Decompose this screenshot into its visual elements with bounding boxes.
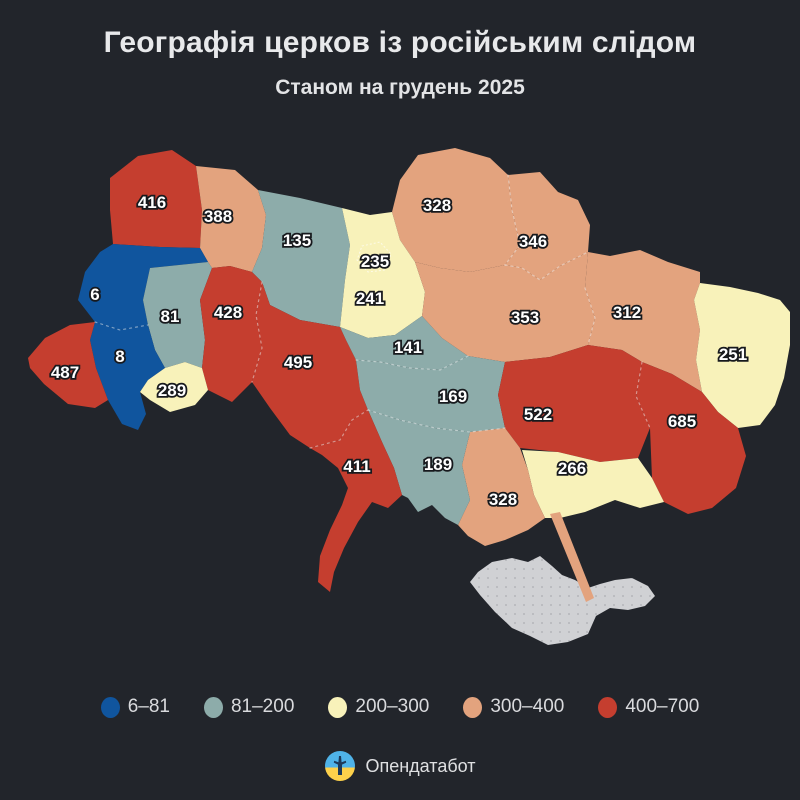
region-value-kyiv-city: 235: [361, 252, 389, 271]
region-value-zakarpattia: 487: [51, 363, 79, 382]
oblast-dashed-border: [251, 281, 263, 383]
region-value-kirovohrad: 169: [439, 387, 467, 406]
region-value-chernihiv: 328: [423, 196, 451, 215]
region-rivne: [196, 166, 266, 272]
legend-label: 300–400: [490, 696, 565, 717]
region-cherkasy: [340, 316, 468, 370]
region-value-donetsk: 685: [668, 412, 696, 431]
legend-label: 200–300: [355, 696, 430, 717]
legend-dot-icon: [328, 696, 348, 718]
region-chernivtsi: [140, 362, 208, 412]
region-value-luhansk: 251: [719, 345, 747, 364]
region-value-zhytomyr: 135: [283, 231, 311, 250]
legend-item-300–400: 300–400: [463, 696, 564, 718]
region-zhytomyr: [252, 190, 350, 327]
region-donetsk: [636, 362, 746, 514]
region-kyiv-oblast: [340, 208, 425, 338]
region-value-vinnytsia: 495: [284, 353, 312, 372]
region-mykolaiv: [368, 410, 470, 525]
region-value-khmelnytskyi: 428: [214, 303, 242, 322]
region-kirovohrad: [356, 356, 505, 432]
region-value-mykolaiv: 189: [424, 455, 452, 474]
region-khmelnytskyi: [200, 266, 262, 402]
region-zakarpattia: [28, 322, 108, 408]
region-value-cherkasy: 141: [394, 338, 422, 357]
region-lviv: [78, 244, 208, 330]
region-value-kharkiv: 312: [613, 303, 641, 322]
oblast-dashed-border: [355, 355, 469, 371]
region-chernihiv: [392, 148, 520, 272]
region-volyn: [110, 150, 202, 248]
legend-item-400–700: 400–700: [598, 696, 699, 718]
region-value-rivne: 388: [204, 207, 232, 226]
region-value-zaporizhzhia: 266: [558, 459, 586, 478]
legend-item-6–81: 6–81: [100, 696, 170, 718]
map-regions: [28, 148, 790, 645]
region-value-chernivtsi: 289: [158, 381, 186, 400]
region-kyiv-city: [356, 241, 392, 273]
oblast-dashed-border: [309, 409, 369, 449]
region-value-kyiv-oblast: 241: [356, 289, 384, 308]
legend-label: 81–200: [230, 696, 295, 717]
region-value-lviv: 6: [90, 285, 99, 304]
opendatabot-logo-icon: [325, 751, 356, 781]
oblast-dashed-border: [584, 287, 596, 346]
legend-label: 400–700: [625, 696, 700, 717]
oblast-dashed-border: [635, 361, 651, 429]
region-kharkiv: [585, 250, 702, 392]
legend-dot-icon: [598, 696, 618, 718]
region-value-ternopil: 81: [161, 307, 180, 326]
region-value-sumy: 346: [519, 232, 547, 251]
region-value-kherson: 328: [489, 490, 517, 509]
region-dnipro: [498, 345, 650, 462]
oblast-dashed-border: [94, 321, 149, 331]
region-sumy: [505, 172, 590, 280]
legend: 6–81 81–200 200–300 300–400 400–700: [0, 696, 800, 718]
footer: Опендатабот: [0, 750, 800, 782]
page-title: Географія церков із російським слідом: [103, 26, 697, 59]
legend-dot-icon: [463, 696, 483, 718]
arabat-spit: [550, 512, 594, 602]
oblast-dashed-border: [504, 251, 589, 281]
legend-label: 6–81: [127, 696, 170, 717]
oblast-dashed-border: [504, 174, 521, 266]
region-zaporizhzhia: [522, 450, 664, 518]
map-borders: [94, 174, 651, 449]
region-poltava: [415, 252, 595, 362]
region-value-dnipro: 522: [524, 405, 552, 424]
map-labels: 416 388 135 328 346 241 235 6 81 428 8 487 289 495 141…: [49, 191, 749, 511]
region-vinnytsia: [252, 282, 368, 448]
legend-dot-icon: [203, 696, 223, 718]
legend-item-81–200: 81–200: [203, 696, 295, 718]
legend-item-200–300: 200–300: [328, 696, 429, 718]
region-crimea-texture: [470, 556, 655, 645]
brand-name: Опендатабот: [365, 755, 476, 776]
oblast-dashed-border: [367, 409, 506, 433]
region-luhansk: [694, 283, 790, 428]
region-value-volyn: 416: [138, 193, 166, 212]
region-ternopil: [143, 262, 212, 368]
page-subtitle: Станом на грудень 2025: [275, 76, 525, 99]
region-kherson: [458, 428, 545, 546]
region-ivano-frankivsk: [90, 322, 165, 430]
region-odesa: [310, 410, 402, 592]
legend-dot-icon: [100, 696, 120, 718]
region-value-ivano-frankivsk: 8: [115, 347, 124, 366]
region-value-odesa: 411: [343, 457, 370, 476]
region-value-poltava: 353: [511, 308, 539, 327]
